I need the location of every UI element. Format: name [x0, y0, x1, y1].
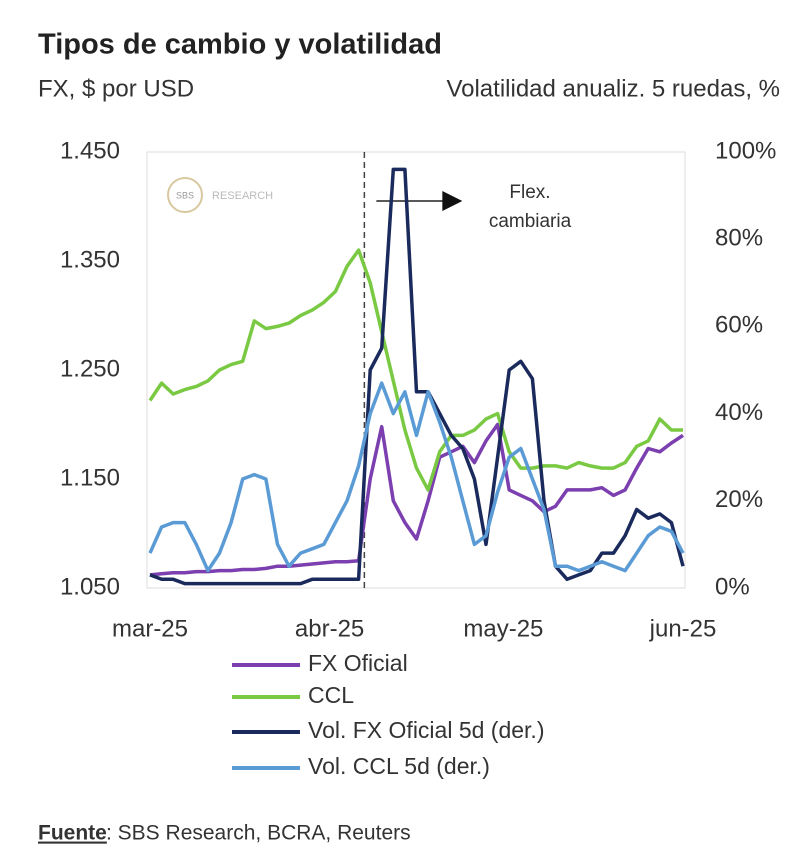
y-tick-label: 1.350 [60, 246, 120, 273]
y-tick-label: 1.050 [60, 573, 120, 600]
y2-axis-title: Volatilidad anualiz. 5 ruedas, % [446, 75, 780, 102]
chart-title: Tipos de cambio y volatilidad [38, 29, 442, 61]
y2-tick-label: 40% [715, 399, 763, 426]
y2-tick-label: 80% [715, 225, 763, 252]
y2-tick-label: 60% [715, 312, 763, 339]
y2-tick-label: 100% [715, 137, 776, 164]
annotation: Flex. [509, 182, 550, 203]
x-tick-label: mar-25 [112, 615, 188, 642]
source-label: Fuente [38, 822, 107, 845]
watermark: SBS [176, 190, 194, 200]
y2-tick-label: 0% [715, 573, 750, 600]
watermark: RESEARCH [212, 190, 273, 202]
y-tick-label: 1.150 [60, 464, 120, 491]
legend-label: FX Oficial [308, 650, 408, 676]
annotation: cambiaria [489, 211, 572, 232]
series-line [148, 248, 683, 492]
legend-label: Vol. FX Oficial 5d (der.) [308, 717, 544, 743]
logo [167, 177, 203, 213]
series-line [149, 422, 684, 577]
legend-label: CCL [308, 682, 354, 708]
x-tick-label: abr-25 [295, 615, 364, 642]
source: : SBS Research, BCRA, Reuters [106, 822, 411, 845]
y2-tick-label: 20% [715, 486, 763, 513]
series-line [148, 381, 685, 573]
legend-label: Vol. CCL 5d (der.) [308, 753, 490, 779]
y-tick-label: 1.250 [60, 355, 120, 382]
x-tick-label: may-25 [463, 615, 543, 642]
y-tick-label: 1.450 [60, 137, 120, 164]
x-tick-label: jun-25 [649, 615, 717, 642]
annotation-arrowhead [442, 191, 463, 211]
plot-frame [146, 151, 686, 589]
y-axis-title: FX, $ por USD [38, 75, 194, 102]
